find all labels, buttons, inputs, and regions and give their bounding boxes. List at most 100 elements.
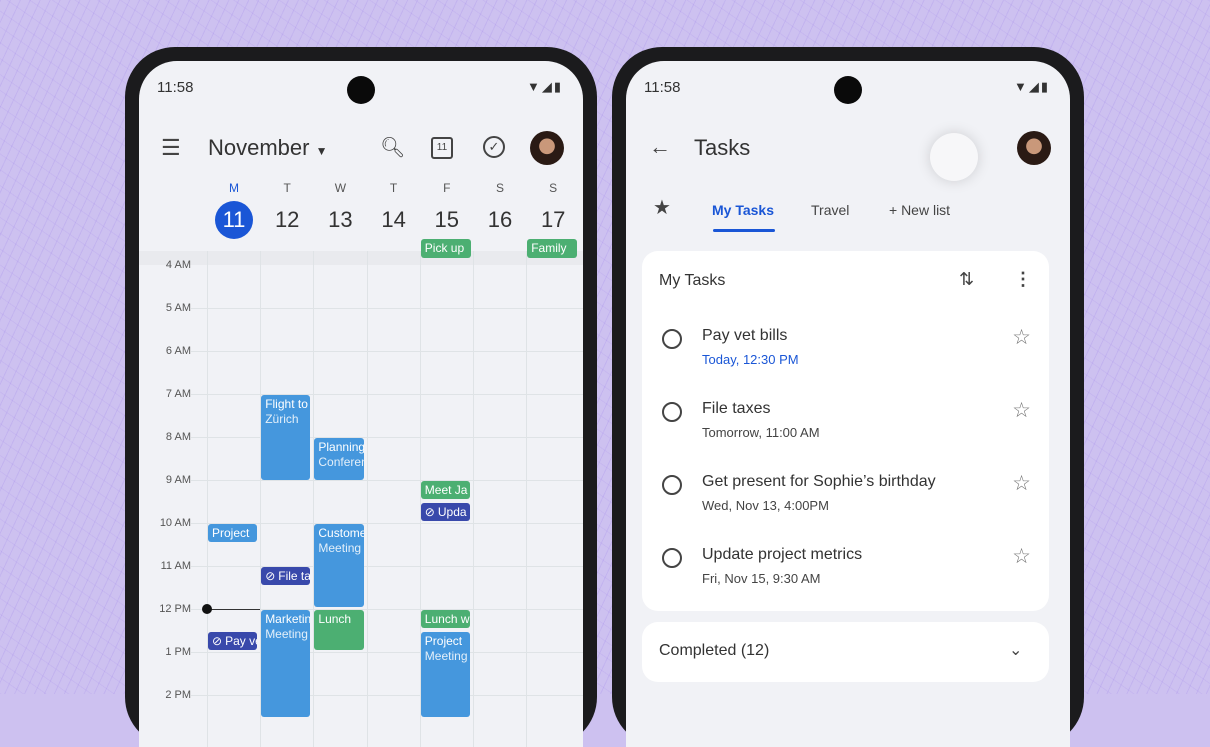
dropdown-icon: ▼ xyxy=(315,144,328,158)
all-day-event[interactable]: Pick up xyxy=(420,239,471,258)
menu-icon[interactable]: ☰ xyxy=(161,135,181,160)
star-icon[interactable]: ☆ xyxy=(1012,399,1031,422)
more-options-icon[interactable]: ⋮ xyxy=(1014,269,1032,289)
day-of-week: M xyxy=(229,181,239,195)
hour-label: 4 AM xyxy=(165,259,191,271)
complete-checkbox[interactable] xyxy=(662,329,682,349)
day-column-divider xyxy=(366,251,368,747)
tasks-icon[interactable]: ✓ xyxy=(483,136,505,158)
calendar-event[interactable]: CustomerMeeting xyxy=(314,524,364,607)
task-item[interactable]: Pay vet bills Today, 12:30 PM ☆ xyxy=(642,326,1049,387)
task-item[interactable]: File taxes Tomorrow, 11:00 AM ☆ xyxy=(642,399,1049,460)
day-of-week: S xyxy=(549,181,558,195)
event-title: Flight to xyxy=(265,397,308,411)
task-due-date: Today, 12:30 PM xyxy=(702,352,799,367)
day-number[interactable]: 14 xyxy=(381,207,406,232)
star-icon[interactable]: ☆ xyxy=(1012,472,1031,495)
tab-travel[interactable]: Travel xyxy=(811,202,850,218)
day-number[interactable]: 12 xyxy=(274,207,300,232)
search-icon[interactable]: 🔍︎ xyxy=(380,137,406,159)
calendar-event[interactable]: Project Meeting xyxy=(420,631,470,717)
day-column-divider xyxy=(473,251,474,747)
hour-gridline xyxy=(191,308,583,309)
day-column-divider xyxy=(526,251,528,747)
event-title: File taxes xyxy=(278,569,311,583)
task-due-date: Fri, Nov 15, 9:30 AM xyxy=(702,571,821,586)
task-chip[interactable]: ⊘Pay vet bills xyxy=(208,631,258,650)
hour-label: 2 PM xyxy=(165,689,191,701)
task-item[interactable]: Get present for Sophie’s birthday Wed, N… xyxy=(642,472,1049,533)
camera xyxy=(834,76,862,104)
day-column-divider xyxy=(313,251,315,747)
calendar-screen: 11:58 ▼◢▮ ☰ November ▼ 🔍︎ 11 ✓ M 11 T 12 W 13… xyxy=(139,61,583,747)
event-subtitle: Meeting xyxy=(265,627,308,641)
calendar-event[interactable]: Flight to Zürich xyxy=(261,395,311,480)
tab-my-tasks[interactable]: My Tasks xyxy=(712,202,774,218)
day-number[interactable]: 16 xyxy=(487,207,513,232)
avatar[interactable] xyxy=(530,131,564,165)
hour-gridline xyxy=(191,566,583,567)
camera xyxy=(347,76,375,104)
hour-label: 10 AM xyxy=(159,517,191,529)
back-arrow-icon[interactable]: ← xyxy=(649,134,671,159)
all-day-event[interactable]: Family xyxy=(527,239,578,258)
calendar-event[interactable]: Meet Ja xyxy=(420,481,470,500)
event-subtitle: Meeting xyxy=(424,648,468,663)
month-selector[interactable]: November ▼ xyxy=(208,135,328,161)
calendar-grid: M 11 T 12 W 13 T 14 F 15 S 16 S 17 4 AM 5 AM 6 AM 7 AM 8 A… xyxy=(139,61,583,747)
hour-gridline xyxy=(191,437,583,438)
hour-label: 1 PM xyxy=(165,646,191,658)
completed-section[interactable]: Completed (12) ⌄ xyxy=(642,622,1049,682)
month-label: November xyxy=(208,135,310,160)
task-chip[interactable]: ⊘ Upda xyxy=(420,502,470,521)
active-tab-indicator xyxy=(713,229,775,232)
list-title: My Tasks xyxy=(659,272,726,289)
task-title: Update project metrics xyxy=(702,546,863,563)
day-number[interactable]: 17 xyxy=(540,207,566,232)
hour-gridline xyxy=(191,695,583,696)
hour-label: 6 AM xyxy=(165,345,191,357)
complete-checkbox[interactable] xyxy=(662,475,682,495)
day-of-week: T xyxy=(389,181,398,195)
star-icon[interactable]: ☆ xyxy=(1012,545,1031,568)
starred-tab-icon[interactable]: ★ xyxy=(653,197,671,219)
chevron-down-icon[interactable]: ⌄ xyxy=(1009,642,1023,659)
event-subtitle: Meeting xyxy=(318,541,362,555)
event-title: Marketing xyxy=(265,612,311,626)
complete-checkbox[interactable] xyxy=(662,402,682,422)
calendar-event[interactable]: MarketingMeeting xyxy=(261,610,311,717)
sort-icon[interactable]: ⇅ xyxy=(959,269,975,289)
hour-gridline xyxy=(191,351,583,352)
event-title: Project xyxy=(424,633,463,648)
avatar[interactable] xyxy=(1017,131,1051,165)
task-item[interactable]: Update project metrics Fri, Nov 15, 9:30… xyxy=(642,545,1049,606)
current-time-line xyxy=(207,609,261,610)
day-number[interactable]: 13 xyxy=(328,207,353,232)
complete-checkbox[interactable] xyxy=(662,548,682,568)
hour-gridline xyxy=(191,652,583,653)
day-number[interactable]: 11 xyxy=(222,207,246,232)
hour-gridline xyxy=(191,609,583,610)
hour-label: 5 AM xyxy=(165,302,191,314)
calendar-event[interactable]: Lunch w xyxy=(420,610,470,629)
event-title: Pay vet bills xyxy=(225,633,257,648)
calendar-event[interactable]: Project xyxy=(208,524,258,543)
event-subtitle: Zürich xyxy=(265,412,299,426)
status-time: 11:58 xyxy=(157,79,194,96)
task-check-icon: ⊘ xyxy=(424,504,435,519)
event-title: Planning xyxy=(318,440,364,454)
hour-gridline xyxy=(191,523,583,524)
all-day-band xyxy=(139,251,583,265)
current-time-dot xyxy=(202,604,212,614)
task-due-date: Wed, Nov 13, 4:00PM xyxy=(702,498,829,513)
task-chip[interactable]: ⊘File taxes xyxy=(261,567,311,586)
day-of-week: S xyxy=(495,181,504,195)
hour-label: 11 AM xyxy=(160,560,191,572)
star-icon[interactable]: ☆ xyxy=(1012,326,1031,349)
calendar-event[interactable]: PlanningConference xyxy=(314,438,364,480)
calendar-event[interactable]: Lunch xyxy=(314,610,364,650)
new-list-button[interactable]: + New list xyxy=(889,202,951,218)
day-number[interactable]: 15 xyxy=(434,207,460,232)
today-highlight xyxy=(214,201,253,239)
today-icon[interactable]: 11 xyxy=(431,137,453,159)
